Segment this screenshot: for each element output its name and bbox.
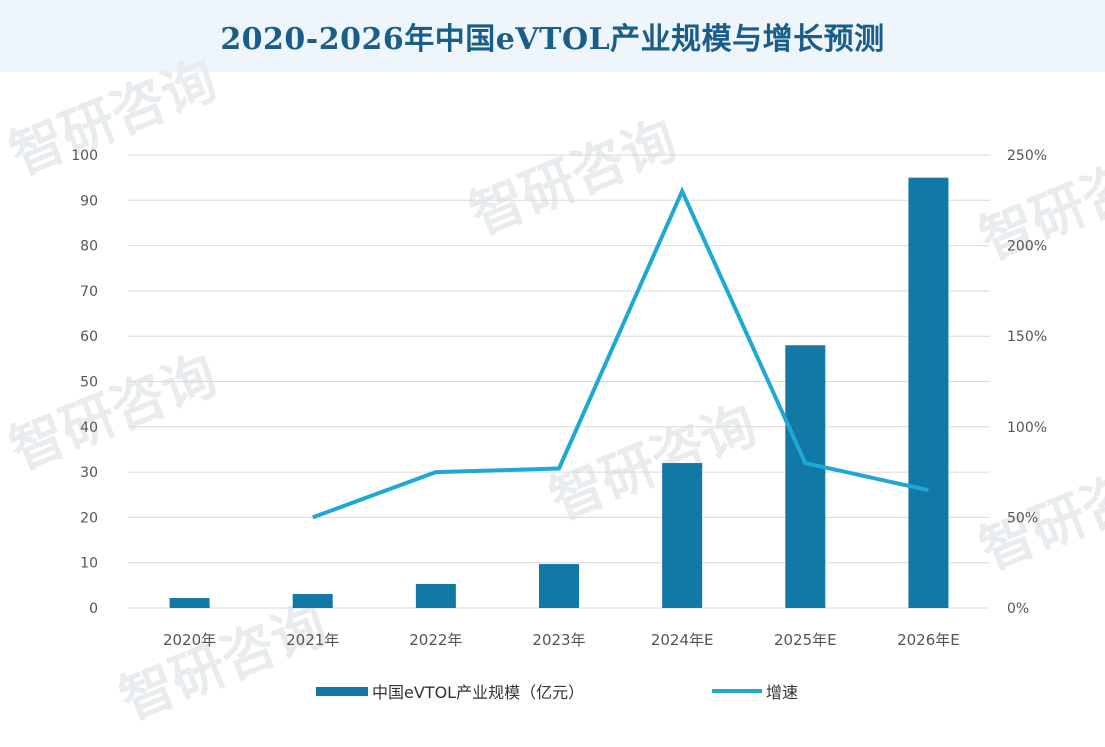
- y-left-tick-label: 40: [80, 420, 98, 436]
- title-bar: 2020-2026年中国eVTOL产业规模与增长预测: [0, 0, 1105, 72]
- y-right-tick-label: 50%: [1007, 510, 1038, 526]
- x-tick-label: 2026年E: [897, 631, 960, 649]
- y-left-tick-label: 20: [80, 510, 98, 526]
- legend-label-bar: 中国eVTOL产业规模（亿元）: [372, 683, 584, 702]
- y-right-tick-label: 150%: [1007, 329, 1047, 345]
- y-left-tick-label: 10: [80, 556, 98, 572]
- watermark-text: 智研咨询: [111, 593, 335, 732]
- watermark-text: 智研咨询: [1, 343, 225, 482]
- bar-series: [169, 177, 949, 608]
- y-left-tick-label: 80: [80, 239, 98, 255]
- x-tick-label: 2022年: [409, 631, 462, 649]
- bar: [415, 583, 456, 608]
- line-series: [312, 186, 929, 520]
- legend: 中国eVTOL产业规模（亿元） 增速: [316, 683, 798, 702]
- chart-title: 2020-2026年中国eVTOL产业规模与增长预测: [220, 22, 885, 57]
- y-left-tick-label: 50: [80, 375, 98, 391]
- y-left-tick-label: 90: [80, 193, 98, 209]
- y-left-tick-label: 60: [80, 329, 98, 345]
- x-axis-ticks: 2020年 2021年 2022年 2023年 2024年E 2025年E 2026年E: [163, 631, 960, 649]
- y-right-tick-label: 100%: [1007, 420, 1047, 436]
- bar: [539, 564, 579, 608]
- x-tick-label: 2023年: [532, 631, 585, 649]
- x-tick-label: 2025年E: [774, 631, 837, 649]
- growth-line: [312, 186, 929, 520]
- watermark-text: 智研咨询: [461, 108, 685, 247]
- x-tick-label: 2020年: [163, 631, 216, 649]
- bar: [169, 598, 210, 608]
- legend-swatch-bar: [316, 687, 368, 696]
- bar: [292, 593, 333, 608]
- watermark-text: 智研咨询: [541, 393, 765, 532]
- y-left-tick-label: 30: [80, 465, 98, 481]
- x-tick-label: 2024年E: [651, 631, 714, 649]
- watermark-text: 智研咨询: [971, 443, 1105, 582]
- bar: [785, 345, 826, 608]
- left-axis-ticks: 0 10 20 30 40 50 60 70 80 90 100: [71, 148, 98, 617]
- watermark-text: 智研咨询: [1, 48, 225, 187]
- y-right-tick-label: 0%: [1007, 601, 1029, 617]
- y-right-tick-label: 250%: [1007, 148, 1047, 164]
- legend-label-line: 增速: [766, 683, 798, 702]
- grid-lines: [128, 154, 990, 609]
- y-right-tick-label: 200%: [1007, 239, 1047, 255]
- x-tick-label: 2021年: [286, 631, 339, 649]
- y-left-tick-label: 100: [71, 148, 98, 164]
- y-left-tick-label: 0: [89, 601, 98, 617]
- bar: [662, 463, 703, 608]
- bar: [908, 177, 949, 608]
- right-axis-ticks: 0% 50% 100% 150% 200% 250%: [1007, 148, 1047, 617]
- y-left-tick-label: 70: [80, 284, 98, 300]
